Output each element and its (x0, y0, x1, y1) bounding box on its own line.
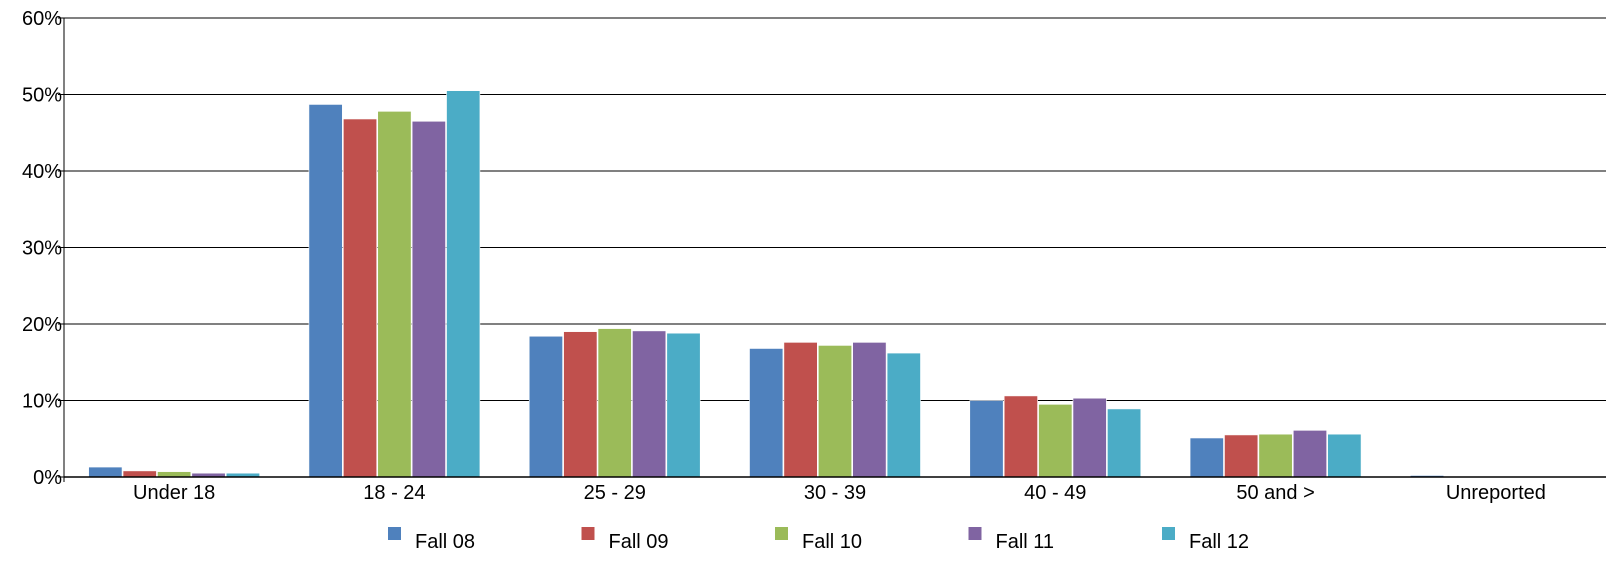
bar-fall-12 (886, 352, 921, 478)
x-axis-category-labels: Under 18 18 - 24 25 - 29 30 - 39 40 - 49 50 a… (133, 482, 1546, 504)
legend-swatch-fall-10 (775, 527, 788, 540)
bar-fall-11 (632, 330, 667, 478)
legend-label: Fall 11 (996, 531, 1055, 553)
axes (58, 17, 1606, 482)
y-tick-label: 50% (22, 85, 62, 107)
bar-fall-09 (343, 118, 378, 478)
bar-fall-10 (1258, 433, 1293, 478)
bar-fall-09 (783, 342, 818, 478)
bar-fall-08 (749, 348, 784, 478)
x-category-label: Unreported (1446, 482, 1546, 504)
x-category-label: 30 - 39 (804, 482, 866, 504)
bar-fall-10 (1038, 404, 1073, 478)
bar-fall-09 (563, 331, 598, 478)
y-tick-label: 60% (22, 8, 62, 30)
legend-swatch-fall-09 (581, 527, 595, 540)
x-category-label: 40 - 49 (1024, 482, 1086, 504)
y-tick-label: 40% (22, 161, 62, 183)
y-tick-label: 10% (22, 391, 62, 413)
bar-fall-10 (377, 111, 412, 478)
y-tick-label: 30% (22, 238, 62, 260)
legend-label: Fall 09 (609, 531, 669, 553)
bar-fall-10 (157, 471, 192, 478)
bar-fall-08 (528, 335, 563, 478)
legend-label: Fall 10 (802, 531, 862, 553)
bar-fall-11 (852, 342, 887, 478)
x-category-label: 18 - 24 (363, 482, 425, 504)
gridlines (64, 17, 1606, 401)
x-category-label: Under 18 (133, 482, 215, 504)
bar-fall-12 (666, 332, 701, 478)
bar-fall-12 (1327, 433, 1362, 478)
bar-fall-09 (1003, 395, 1038, 478)
bars (88, 90, 1582, 478)
bar-fall-12 (446, 90, 481, 478)
bar-fall-09 (1224, 434, 1259, 478)
x-category-label: 50 and > (1236, 482, 1314, 504)
legend-swatch-fall-08 (388, 527, 401, 540)
bar-fall-09 (122, 470, 157, 478)
legend-swatch-fall-12 (1162, 527, 1175, 540)
bar-fall-12 (1107, 408, 1142, 478)
bar-fall-11 (411, 120, 446, 478)
bar-fall-11 (1292, 430, 1327, 478)
legend-swatch-fall-11 (968, 527, 982, 540)
y-tick-label: 0% (33, 467, 62, 489)
bar-fall-08 (308, 104, 343, 478)
bar-fall-10 (817, 345, 852, 478)
legend: Fall 08 Fall 09 Fall 10 Fall 11 Fall 12 (388, 527, 1249, 553)
bar-fall-10 (597, 328, 632, 478)
bar-fall-08 (1189, 437, 1224, 478)
bar-fall-08 (969, 400, 1004, 478)
bar-fall-11 (1072, 397, 1107, 478)
x-category-label: 25 - 29 (584, 482, 646, 504)
legend-label: Fall 08 (415, 531, 475, 553)
bar-fall-08 (88, 466, 123, 478)
y-tick-label: 20% (22, 314, 62, 336)
y-axis-tick-labels: 0% 10% 20% 30% 40% 50% 60% (22, 8, 62, 489)
legend-label: Fall 12 (1189, 531, 1249, 553)
